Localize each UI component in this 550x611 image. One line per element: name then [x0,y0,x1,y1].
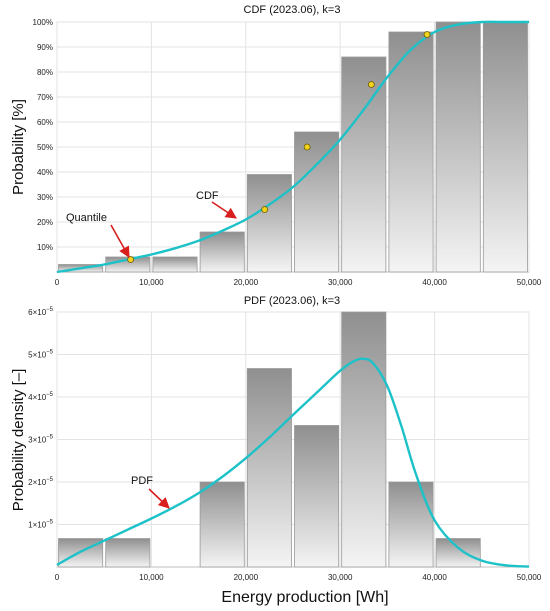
cdf-quantile-points [127,31,431,263]
cdf-y-tick-labels: 10% 20% 30% 40% 50% 60% 70% 80% 90% 100% [33,18,53,252]
pdf-y-tick: 6×10−5 [28,307,54,317]
pdf-y-axis-label: Probability density [–] [10,369,27,512]
pdf-bar [294,425,340,568]
pdf-bar [105,538,151,568]
pdf-bars [58,311,481,568]
pdf-bar [388,481,434,568]
pdf-x-tick: 50,000 [517,573,542,582]
x-axis-label: Energy production [Wh] [221,589,388,606]
pdf-y-tick: 2×10−5 [28,477,54,487]
cdf-annotation: CDF [196,190,219,202]
cdf-x-tick: 40,000 [422,278,447,287]
pdf-annotation: PDF [131,475,153,487]
cdf-bar [341,56,387,273]
cdf-bar [388,31,434,273]
cdf-y-tick: 100% [33,18,53,27]
cdf-bar [435,21,481,273]
cdf-bar [152,256,198,273]
pdf-bar [341,311,387,568]
cdf-bar [482,21,528,273]
pdf-panel: PDF (2023.06), k=3 1×10−5 2×10−5 3×10−5 4×1… [10,295,542,606]
pdf-title: PDF (2023.06), k=3 [244,295,340,307]
pdf-gridlines [56,311,530,567]
cdf-panel: CDF (2023.06), k=3 10% 20% 30% 40% 50% 60% 70%… [10,4,542,287]
pdf-curve [56,357,530,568]
pdf-y-tick: 3×10−5 [28,435,54,445]
pdf-bar [246,368,292,568]
cdf-x-tick: 50,000 [517,278,542,287]
quantile-point [303,143,311,151]
pdf-x-tick: 40,000 [422,573,447,582]
cdf-x-tick: 10,000 [139,278,164,287]
quantile-arrow [110,224,130,258]
cdf-x-tick: 0 [55,278,60,287]
cdf-title: CDF (2023.06), k=3 [244,4,341,16]
pdf-y-tick: 4×10−5 [28,392,54,402]
cdf-y-tick: 40% [37,168,53,177]
cdf-y-tick: 70% [37,93,53,102]
cdf-bar [246,174,292,273]
cdf-y-tick: 30% [37,193,53,202]
cdf-x-tick-labels: 0 10,000 20,000 30,000 40,000 50,000 [55,278,542,287]
quantile-point [367,81,375,88]
quantile-point [423,31,431,38]
cdf-y-tick: 90% [37,43,53,52]
pdf-bar [199,481,245,568]
quantile-point [261,206,269,213]
cdf-y-tick: 60% [37,118,53,127]
cdf-y-tick: 80% [37,68,53,77]
pdf-y-tick: 5×10−5 [28,350,54,360]
cdf-bars [58,21,528,273]
quantile-annotation: Quantile [66,212,107,224]
pdf-x-tick: 0 [55,573,60,582]
cdf-y-axis-label: Probability [%] [10,99,27,195]
cdf-x-tick: 20,000 [234,278,259,287]
cdf-y-tick: 20% [37,218,53,227]
pdf-x-tick-labels: 0 10,000 20,000 30,000 40,000 50,000 [55,573,542,582]
pdf-bar [435,538,481,568]
cdf-bar [294,131,340,273]
cdf-y-tick: 10% [37,243,53,252]
pdf-x-tick: 30,000 [328,573,353,582]
cdf-bar [199,231,245,273]
cdf-x-tick: 30,000 [328,278,353,287]
cdf-arrow [211,201,237,219]
pdf-arrow [148,488,170,509]
pdf-y-tick: 1×10−5 [28,520,54,530]
cdf-y-tick: 50% [37,143,53,152]
pdf-x-tick: 10,000 [139,573,164,582]
pdf-x-tick: 20,000 [234,573,259,582]
cdf-curve [56,20,529,274]
quantile-point [127,256,135,263]
pdf-y-tick-labels: 1×10−5 2×10−5 3×10−5 4×10−5 5×10−5 6×10−5 [28,307,54,530]
